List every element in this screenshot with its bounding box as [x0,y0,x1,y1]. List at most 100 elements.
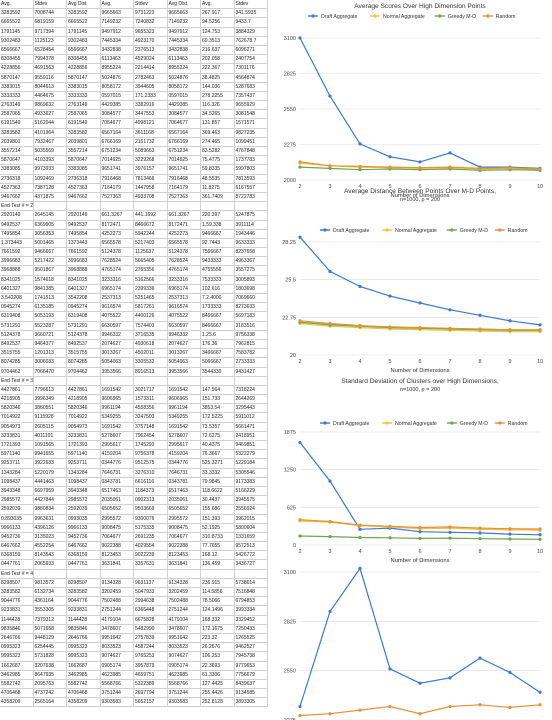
cell[interactable]: 9233831 [67,606,101,616]
cell[interactable]: 7796613 [33,385,67,396]
cell[interactable]: 1662687 [0,661,34,671]
cell[interactable]: 6366448 [134,606,168,616]
cell[interactable]: 1125123 [33,36,67,46]
cell[interactable]: 9074627 [100,652,134,662]
cell[interactable]: 5217422 [33,257,67,267]
cell[interactable]: 9448129 [33,633,67,644]
cell[interactable]: 7014925 [100,156,134,166]
cell[interactable]: 6368159 [0,551,34,561]
cell[interactable]: 4101964 [33,128,67,138]
cell[interactable]: 3202459 [100,588,134,598]
cell[interactable]: 72.6275 [201,431,235,441]
cell[interactable]: 4659751 [134,670,168,680]
cell[interactable]: 5217403 [134,238,168,249]
cell[interactable]: 8172471 [167,220,201,230]
cell[interactable]: 1571571 [234,119,268,129]
cell[interactable]: 1733333 [201,303,235,313]
cell[interactable]: 274.465 [201,137,235,147]
cell[interactable]: 5738614 [234,578,268,588]
cell[interactable]: 79.9845 [201,477,235,487]
cell[interactable]: 38.4825 [201,73,235,83]
cell[interactable]: 5523287 [33,321,67,331]
cell[interactable]: 7916468 [167,174,201,184]
cell[interactable]: 3283582 [0,128,34,138]
cell[interactable]: 9704462 [0,367,34,377]
cell[interactable]: 0597015 [167,91,201,102]
cell[interactable]: 5175335 [134,523,168,533]
cell[interactable]: 5800604 [234,523,268,533]
cell[interactable]: 3968888 [67,266,101,276]
cell[interactable]: 3953566 [100,367,134,377]
cell[interactable]: 6401327 [0,284,34,294]
cell[interactable]: 0447761 [67,560,101,570]
cell[interactable]: 2985572 [0,496,34,506]
cell[interactable]: 22.3693 [201,661,235,671]
cell[interactable]: 5054063 [100,358,134,368]
cell[interactable] [201,376,235,386]
cell[interactable]: 9467662 [0,192,34,203]
cell[interactable]: 7502488 [167,597,201,607]
cell[interactable]: 1737783 [234,156,268,166]
cell[interactable]: 3.542208 [0,294,34,304]
cell[interactable]: 4587244 [134,643,168,653]
cell[interactable]: 6254445 [33,643,67,653]
cell[interactable]: 7628524 [167,257,201,267]
cell[interactable]: 7646731 [167,468,201,478]
cell[interactable]: 8308455 [0,55,34,65]
cell[interactable]: 661.3267 [167,211,201,221]
cell[interactable]: 9946332 [167,330,201,340]
cell[interactable]: 7164179 [100,183,134,193]
cell[interactable]: 0343781 [167,477,201,487]
cell[interactable]: 8044613 [33,82,67,92]
cell[interactable]: 7445334 [167,36,201,46]
cell[interactable]: 0945274 [67,303,101,313]
cell[interactable]: 5053193 [33,312,67,322]
cell[interactable]: 8439637 [234,679,268,690]
cell[interactable]: 7813593 [234,174,268,184]
cell[interactable]: 172.5225 [201,413,235,423]
cell[interactable]: 9467662 [67,192,101,203]
cell[interactable]: 5124378 [167,248,201,258]
cell[interactable]: 2035061 [100,496,134,506]
cell[interactable]: 3081548 [234,110,268,120]
cell[interactable]: 34.5265 [201,110,235,120]
cell[interactable] [134,569,168,579]
cell[interactable]: 9431427 [234,367,268,377]
cell[interactable]: 9951642 [167,633,201,644]
cell[interactable]: 2995572 [100,514,134,524]
cell[interactable]: 3207638 [33,661,67,671]
cell[interactable]: 2985572 [67,496,101,506]
cell[interactable]: 3447553 [134,110,168,120]
cell[interactable]: 8033523 [100,643,134,653]
cell[interactable]: 7.2.4000 [201,294,235,304]
cell[interactable]: 3478607 [100,624,134,634]
cell[interactable]: 1331659 [234,532,268,543]
cell[interactable]: 4075522 [167,312,201,322]
cell[interactable]: 2763149 [67,101,101,111]
cell[interactable]: 3295443 [234,404,268,414]
cell[interactable]: 7566667 [201,248,235,258]
cell[interactable]: 9501867 [33,266,67,276]
cell[interactable]: 8033523 [167,643,201,653]
cell[interactable]: 83.5282 [201,147,235,157]
cell[interactable]: 2733333 [234,358,268,368]
cell[interactable]: 9512575 [134,459,168,469]
cell[interactable]: 1741513 [33,294,67,304]
cell[interactable]: 4765174 [167,266,201,276]
cell[interactable]: 7962454 [134,431,168,441]
cell[interactable]: 3432838 [100,45,134,56]
cell[interactable]: 5652157 [134,698,168,708]
cell[interactable]: 9941655 [33,450,67,460]
cell[interactable]: 7250433 [234,624,268,634]
cell[interactable]: 7357437 [234,91,268,102]
cell[interactable]: 7646731 [100,468,134,478]
cell[interactable]: 5731291 [67,321,101,331]
cell[interactable]: 7516848 [234,588,268,598]
cell[interactable]: 7756679 [234,670,268,680]
cell[interactable]: 5349255 [100,413,134,423]
cell[interactable]: 5247875 [234,211,268,221]
cell[interactable]: 3957879 [134,661,168,671]
cell[interactable]: 5220179 [33,468,67,478]
cell[interactable]: Stdev [134,0,168,10]
cell[interactable]: 2782463 [134,73,168,83]
